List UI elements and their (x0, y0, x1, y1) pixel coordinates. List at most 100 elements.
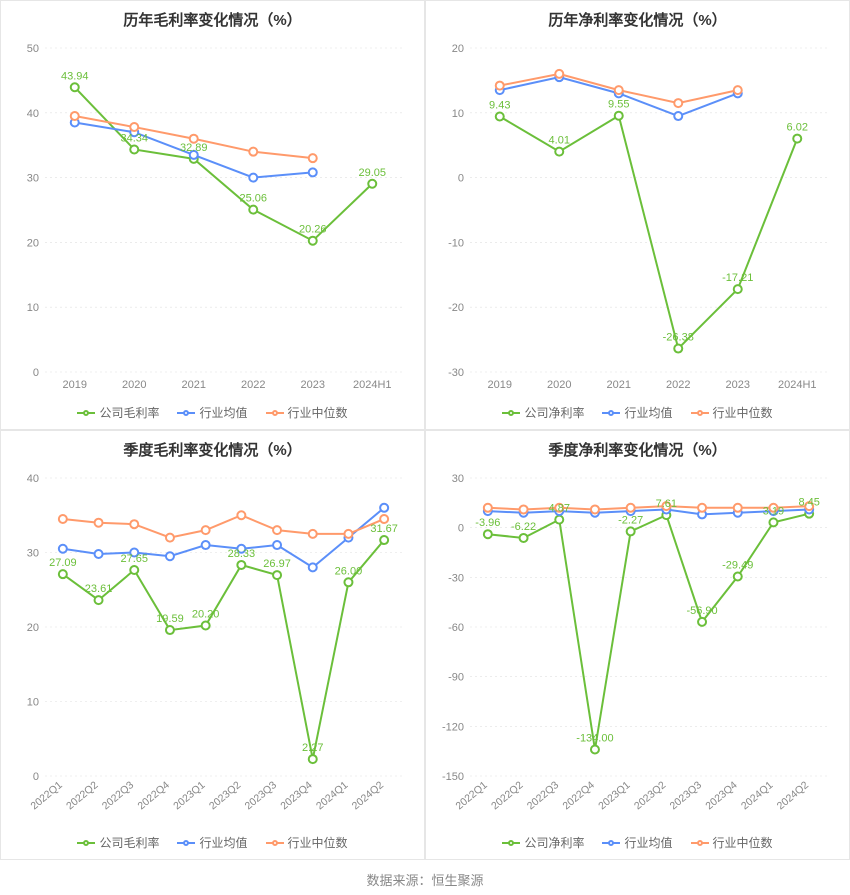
legend-item: 行业均值 (602, 834, 672, 851)
svg-text:2019: 2019 (63, 379, 87, 391)
legend-item: 公司毛利率 (77, 404, 159, 421)
svg-text:0: 0 (458, 173, 464, 185)
chart-title: 季度毛利率变化情况（%） (5, 439, 420, 460)
svg-text:2022Q2: 2022Q2 (64, 779, 100, 812)
legend-item: 行业均值 (177, 834, 247, 851)
legend-label: 行业均值 (624, 834, 672, 851)
line-chart-svg: -150-120-90-60-300302022Q12022Q22022Q320… (430, 464, 845, 828)
svg-text:2023Q4: 2023Q4 (278, 779, 314, 812)
svg-text:20.20: 20.20 (192, 609, 220, 621)
svg-text:20: 20 (27, 622, 39, 634)
svg-text:0: 0 (33, 771, 39, 783)
legend-label: 公司净利率 (524, 834, 584, 851)
legend-swatch-icon (691, 408, 709, 418)
svg-text:2022: 2022 (666, 379, 690, 391)
chart-title: 季度净利率变化情况（%） (430, 439, 845, 460)
chart-legend: 公司毛利率 行业均值 行业中位数 (5, 398, 420, 425)
legend-label: 公司净利率 (524, 404, 584, 421)
chart-legend: 公司净利率 行业均值 行业中位数 (430, 828, 845, 855)
svg-text:2024Q2: 2024Q2 (775, 779, 811, 812)
svg-text:2022Q1: 2022Q1 (28, 779, 64, 812)
chart-cell-annual-gross: 历年毛利率变化情况（%） 010203040502019202020212022… (0, 0, 425, 430)
svg-text:2020: 2020 (547, 379, 571, 391)
chart-title: 历年毛利率变化情况（%） (5, 9, 420, 30)
svg-text:-17.21: -17.21 (722, 272, 753, 284)
svg-text:19.59: 19.59 (156, 613, 184, 625)
svg-text:2022Q3: 2022Q3 (100, 779, 136, 812)
svg-text:30: 30 (27, 548, 39, 560)
svg-text:23.61: 23.61 (85, 583, 113, 595)
chart-canvas: -30-20-1001020201920202021202220232024H1… (430, 34, 845, 398)
legend-item: 行业中位数 (691, 404, 773, 421)
svg-text:-29.49: -29.49 (722, 559, 753, 571)
legend-item: 公司净利率 (502, 834, 584, 851)
data-source-text: 数据来源：恒生聚源 (0, 860, 850, 895)
svg-text:26.97: 26.97 (263, 558, 291, 570)
legend-label: 行业均值 (199, 834, 247, 851)
svg-text:4.01: 4.01 (549, 135, 570, 147)
chart-legend: 公司毛利率 行业均值 行业中位数 (5, 828, 420, 855)
legend-swatch-icon (77, 838, 95, 848)
legend-swatch-icon (177, 838, 195, 848)
svg-text:28.33: 28.33 (228, 548, 256, 560)
legend-swatch-icon (602, 408, 620, 418)
svg-text:25.06: 25.06 (239, 193, 267, 205)
legend-item: 公司毛利率 (77, 834, 159, 851)
svg-text:2023Q4: 2023Q4 (703, 779, 739, 812)
svg-text:4.87: 4.87 (549, 503, 570, 515)
legend-swatch-icon (602, 838, 620, 848)
svg-text:2024H1: 2024H1 (353, 379, 392, 391)
svg-text:2022Q3: 2022Q3 (525, 779, 561, 812)
legend-label: 行业中位数 (713, 404, 773, 421)
svg-text:9.43: 9.43 (489, 99, 510, 111)
svg-text:-150: -150 (442, 771, 464, 783)
svg-text:2021: 2021 (182, 379, 206, 391)
svg-text:32.89: 32.89 (180, 142, 208, 154)
svg-text:2022Q4: 2022Q4 (136, 779, 172, 812)
line-chart-svg: 0102030402022Q12022Q22022Q32022Q42023Q12… (5, 464, 420, 828)
svg-text:2024Q1: 2024Q1 (739, 779, 775, 812)
svg-text:2022Q2: 2022Q2 (489, 779, 525, 812)
svg-text:2022Q4: 2022Q4 (561, 779, 597, 812)
svg-text:-3.96: -3.96 (475, 517, 500, 529)
legend-swatch-icon (266, 408, 284, 418)
svg-text:2024H1: 2024H1 (778, 379, 817, 391)
svg-text:34.34: 34.34 (120, 132, 148, 144)
legend-item: 行业均值 (177, 404, 247, 421)
svg-text:43.94: 43.94 (61, 70, 89, 82)
svg-text:27.09: 27.09 (49, 557, 77, 569)
legend-item: 行业中位数 (691, 834, 773, 851)
svg-text:27.65: 27.65 (120, 553, 148, 565)
legend-swatch-icon (691, 838, 709, 848)
svg-text:-30: -30 (448, 572, 464, 584)
svg-text:2022: 2022 (241, 379, 265, 391)
chart-grid: 历年毛利率变化情况（%） 010203040502019202020212022… (0, 0, 850, 860)
svg-text:-60: -60 (448, 622, 464, 634)
chart-canvas: 01020304050201920202021202220232024H143.… (5, 34, 420, 398)
svg-text:0: 0 (458, 523, 464, 535)
svg-text:9.55: 9.55 (608, 99, 629, 111)
svg-text:-20: -20 (448, 302, 464, 314)
svg-text:3.19: 3.19 (763, 505, 784, 517)
legend-item: 行业中位数 (266, 834, 348, 851)
svg-text:-2.27: -2.27 (618, 514, 643, 526)
svg-text:10: 10 (27, 697, 39, 709)
svg-text:2024Q1: 2024Q1 (314, 779, 350, 812)
svg-text:2022Q1: 2022Q1 (453, 779, 489, 812)
svg-text:30: 30 (27, 173, 39, 185)
svg-text:2023Q3: 2023Q3 (243, 779, 279, 812)
line-chart-svg: 01020304050201920202021202220232024H143.… (5, 34, 420, 398)
legend-item: 行业中位数 (266, 404, 348, 421)
svg-text:-26.38: -26.38 (663, 332, 694, 344)
chart-canvas: -150-120-90-60-300302022Q12022Q22022Q320… (430, 464, 845, 828)
svg-text:30: 30 (452, 473, 464, 485)
legend-item: 公司净利率 (502, 404, 584, 421)
legend-swatch-icon (177, 408, 195, 418)
svg-text:-134.00: -134.00 (576, 733, 613, 745)
svg-text:29.05: 29.05 (358, 167, 386, 179)
chart-canvas: 0102030402022Q12022Q22022Q32022Q42023Q12… (5, 464, 420, 828)
chart-cell-quarter-net: 季度净利率变化情况（%） -150-120-90-60-300302022Q12… (425, 430, 850, 860)
svg-text:-10: -10 (448, 237, 464, 249)
svg-text:-120: -120 (442, 721, 464, 733)
svg-text:2023: 2023 (301, 379, 325, 391)
